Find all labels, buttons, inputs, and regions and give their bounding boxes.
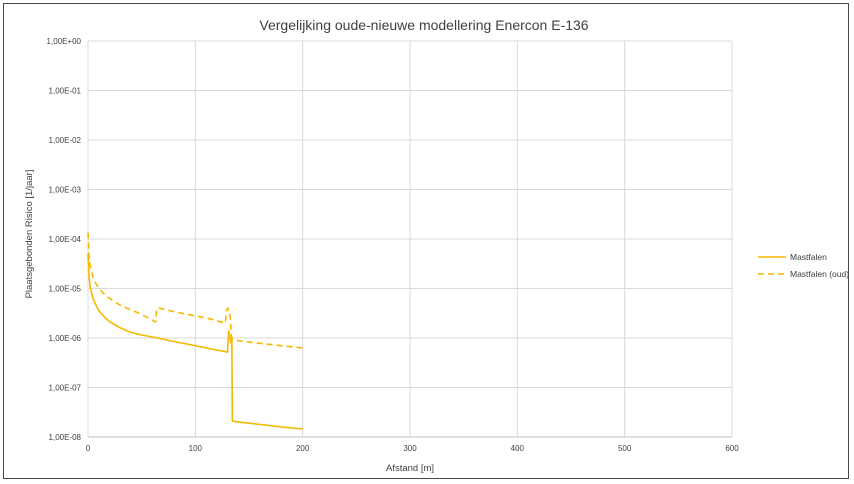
legend: Mastfalen Mastfalen (oud)	[758, 252, 849, 279]
y-axis-ticks: 1,00E-08 1,00E-07 1,00E-06 1,00E-05 1,00E-04…	[47, 37, 82, 442]
y-tick-label: 1,00E-06	[49, 334, 82, 343]
x-tick-label: 600	[725, 444, 739, 453]
y-tick-label: 1,00E-08	[49, 433, 82, 442]
grid-lines	[87, 40, 733, 438]
y-axis-title: Plaatsgebonden Risico [1/jaar]	[24, 170, 35, 299]
x-tick-label: 0	[86, 444, 91, 453]
y-tick-label: 1,00E-07	[49, 384, 82, 393]
x-tick-label: 400	[511, 444, 525, 453]
y-tick-label: 1,00E-03	[49, 186, 82, 195]
y-tick-label: 1,00E-02	[49, 136, 82, 145]
y-tick-label: 1,00E-05	[49, 285, 82, 294]
x-tick-label: 100	[189, 444, 203, 453]
chart-frame: Vergelijking oude-nieuwe modellering Ene…	[3, 3, 849, 479]
x-tick-label: 500	[618, 444, 632, 453]
legend-label-0: Mastfalen	[790, 252, 827, 262]
y-tick-label: 1,00E+00	[47, 37, 82, 46]
series-line-1	[87, 232, 303, 349]
chart-title: Vergelijking oude-nieuwe modellering Ene…	[259, 17, 588, 33]
legend-label-1: Mastfalen (oud)	[790, 269, 849, 279]
x-axis-ticks: 0 100 200 300 400 500 600	[86, 444, 739, 453]
chart-svg: Vergelijking oude-nieuwe modellering Ene…	[24, 17, 849, 474]
y-tick-label: 1,00E-01	[49, 87, 82, 96]
x-tick-label: 300	[403, 444, 417, 453]
x-axis-title: Afstand [m]	[386, 463, 434, 474]
series-line-0	[87, 253, 303, 430]
series-layer	[87, 232, 303, 430]
x-tick-label: 200	[296, 444, 310, 453]
y-tick-label: 1,00E-04	[49, 235, 82, 244]
